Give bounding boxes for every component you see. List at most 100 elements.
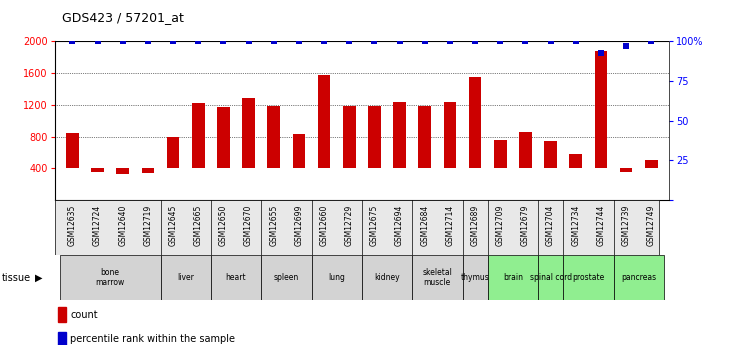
- Bar: [645, 160, 658, 168]
- Point: [117, 39, 129, 44]
- Bar: [594, 51, 607, 168]
- Bar: [519, 132, 531, 168]
- Text: GSM12729: GSM12729: [345, 205, 354, 246]
- Text: GSM12734: GSM12734: [571, 205, 580, 246]
- Bar: [268, 107, 280, 168]
- Text: GSM12714: GSM12714: [445, 205, 455, 246]
- Text: GSM12724: GSM12724: [93, 205, 102, 246]
- Text: liver: liver: [177, 273, 194, 282]
- Text: GSM12650: GSM12650: [219, 205, 228, 246]
- Bar: [318, 75, 330, 168]
- Bar: [242, 98, 255, 168]
- Text: percentile rank within the sample: percentile rank within the sample: [70, 334, 235, 344]
- Bar: [161, 255, 211, 300]
- Bar: [569, 154, 582, 168]
- Bar: [292, 134, 306, 168]
- Text: tissue: tissue: [1, 273, 31, 283]
- Bar: [362, 255, 412, 300]
- Text: GSM12660: GSM12660: [319, 205, 329, 246]
- Text: GSM12699: GSM12699: [295, 205, 303, 246]
- Bar: [620, 168, 632, 172]
- Bar: [192, 103, 205, 168]
- Bar: [488, 255, 538, 300]
- Text: GSM12694: GSM12694: [395, 205, 404, 246]
- Bar: [217, 107, 230, 168]
- Text: bone
marrow: bone marrow: [96, 268, 125, 287]
- Bar: [494, 140, 507, 168]
- Text: GSM12655: GSM12655: [269, 205, 279, 246]
- Bar: [418, 107, 431, 168]
- Point: [167, 39, 179, 44]
- Text: GSM12704: GSM12704: [546, 205, 555, 246]
- Text: pancreas: pancreas: [621, 273, 656, 282]
- Point: [394, 39, 406, 44]
- Point: [344, 39, 355, 44]
- Point: [545, 39, 556, 44]
- Text: GSM12665: GSM12665: [194, 205, 202, 246]
- Text: GSM12744: GSM12744: [596, 205, 605, 246]
- Point: [419, 39, 431, 44]
- Bar: [412, 255, 463, 300]
- Point: [645, 39, 657, 44]
- Point: [620, 43, 632, 49]
- Point: [92, 39, 104, 44]
- Text: thymus: thymus: [461, 273, 490, 282]
- Bar: [393, 102, 406, 168]
- Bar: [261, 255, 311, 300]
- Text: GSM12679: GSM12679: [521, 205, 530, 246]
- Text: GSM12645: GSM12645: [169, 205, 178, 246]
- Point: [67, 39, 78, 44]
- Text: GSM12640: GSM12640: [118, 205, 127, 246]
- Bar: [58, 332, 66, 345]
- Text: GSM12719: GSM12719: [143, 205, 153, 246]
- Bar: [58, 307, 66, 322]
- Text: GDS423 / 57201_at: GDS423 / 57201_at: [62, 11, 184, 24]
- Point: [520, 39, 531, 44]
- Bar: [211, 255, 261, 300]
- Text: heart: heart: [226, 273, 246, 282]
- Bar: [545, 141, 557, 168]
- Text: lung: lung: [328, 273, 345, 282]
- Text: GSM12749: GSM12749: [647, 205, 656, 246]
- Text: GSM12684: GSM12684: [420, 205, 429, 246]
- Point: [293, 39, 305, 44]
- Text: count: count: [70, 310, 98, 319]
- Text: GSM12709: GSM12709: [496, 205, 505, 246]
- Bar: [613, 255, 664, 300]
- Bar: [167, 137, 179, 168]
- Point: [469, 39, 481, 44]
- Text: skeletal
muscle: skeletal muscle: [423, 268, 452, 287]
- Bar: [66, 134, 79, 168]
- Point: [268, 39, 280, 44]
- Text: brain: brain: [503, 273, 523, 282]
- Bar: [142, 168, 154, 173]
- Text: prostate: prostate: [572, 273, 605, 282]
- Bar: [343, 106, 355, 168]
- Text: kidney: kidney: [374, 273, 400, 282]
- Bar: [563, 255, 613, 300]
- Bar: [91, 168, 104, 171]
- Point: [142, 39, 154, 44]
- Text: GSM12689: GSM12689: [471, 205, 480, 246]
- Point: [243, 39, 254, 44]
- Bar: [444, 102, 456, 168]
- Bar: [116, 168, 129, 174]
- Text: GSM12670: GSM12670: [244, 205, 253, 246]
- Point: [218, 39, 230, 44]
- Text: spleen: spleen: [273, 273, 299, 282]
- Point: [494, 39, 506, 44]
- Point: [192, 39, 204, 44]
- Point: [595, 50, 607, 55]
- Text: spinal cord: spinal cord: [529, 273, 572, 282]
- Point: [318, 39, 330, 44]
- Bar: [60, 255, 161, 300]
- Point: [368, 39, 380, 44]
- Bar: [368, 106, 381, 168]
- Bar: [311, 255, 362, 300]
- Text: GSM12739: GSM12739: [621, 205, 631, 246]
- Bar: [469, 77, 482, 168]
- Bar: [538, 255, 563, 300]
- Text: GSM12675: GSM12675: [370, 205, 379, 246]
- Text: GSM12635: GSM12635: [68, 205, 77, 246]
- Point: [444, 39, 455, 44]
